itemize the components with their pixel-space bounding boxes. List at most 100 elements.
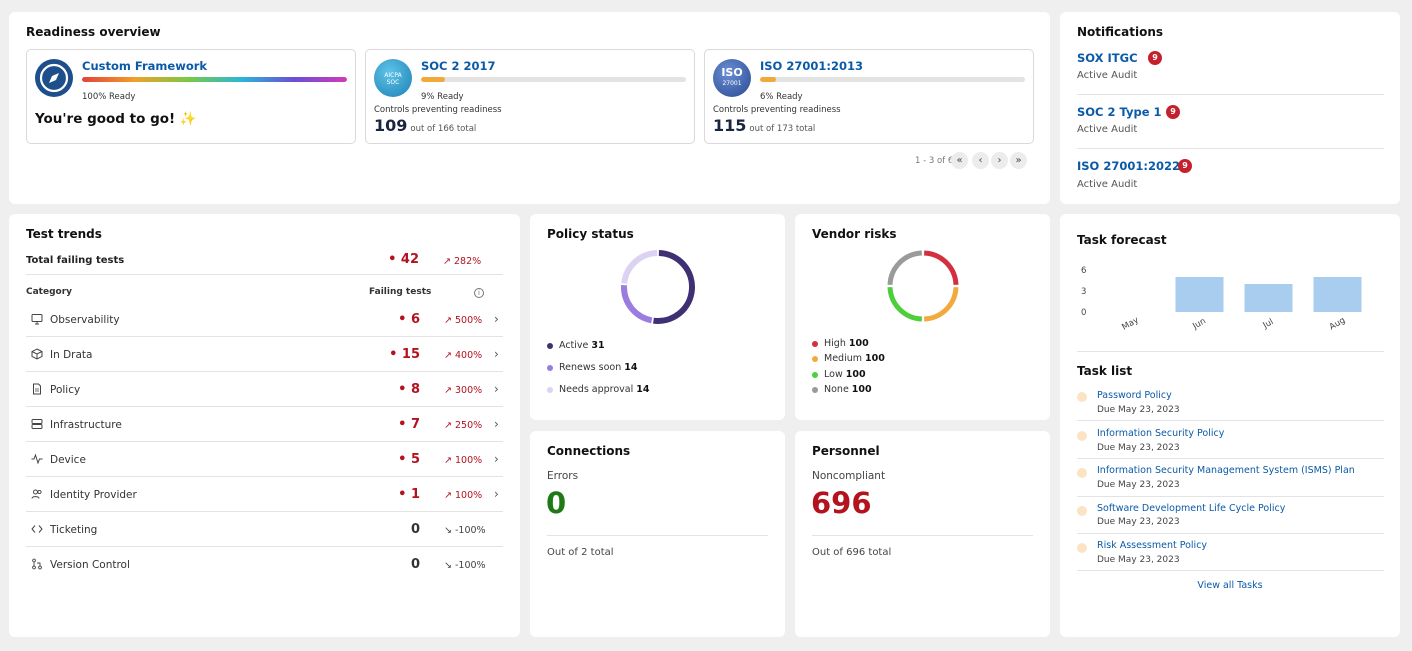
notification-title-soc2[interactable]: SOC 2 Type 1 [1077, 105, 1162, 119]
divider [26, 546, 503, 547]
legend-label: Renews soon [559, 362, 622, 373]
trend-row[interactable]: Policy • 8 ↗ 300% › [26, 372, 503, 407]
trend-row-value: • 15 [389, 347, 420, 362]
divider [1077, 420, 1384, 421]
trend-row-label: In Drata [50, 349, 93, 361]
trend-row[interactable]: Infrastructure • 7 ↗ 250% › [26, 407, 503, 442]
chevron-right-icon[interactable]: › [494, 417, 499, 431]
trend-row[interactable]: Device • 5 ↗ 100% › [26, 442, 503, 477]
notification-title-sox[interactable]: SOX ITGC [1077, 51, 1138, 65]
total-failing-pct: ↗ 282% [443, 256, 482, 267]
task-name[interactable]: Information Security Management System (… [1097, 465, 1355, 476]
framework-ready: 9% Ready [421, 92, 464, 102]
notifications-card: Notifications SOX ITGC 9 Active Audit SO… [1060, 12, 1400, 204]
divider [1077, 458, 1384, 459]
chevron-right-icon[interactable]: › [494, 382, 499, 396]
divider [26, 371, 503, 372]
x-tick-label: May [1120, 315, 1140, 332]
trend-row[interactable]: Version Control 0 ↘ -100% [26, 547, 503, 582]
framework-ready: 6% Ready [760, 92, 803, 102]
iso-logo-sub: 27001 [722, 80, 742, 87]
trend-row-pct: ↗ 100% [444, 490, 483, 501]
legend-label: Needs approval [559, 384, 634, 395]
task-name[interactable]: Information Security Policy [1097, 428, 1225, 439]
framework-card-soc2[interactable]: AICPA SOC SOC 2 2017 9% Ready Controls p… [365, 49, 695, 144]
vendor-slice-high[interactable] [923, 250, 959, 286]
legend-medium: Medium 100 [812, 353, 885, 364]
forecast-bar-jul[interactable] [1244, 284, 1293, 312]
test-trends-card: Test trends Total failing tests • 42 ↗ 2… [9, 214, 520, 637]
policy-slice-renews-soon[interactable] [621, 285, 653, 324]
document-icon [1077, 506, 1087, 516]
chevron-right-icon[interactable]: › [494, 312, 499, 326]
pager-next-button[interactable]: › [991, 152, 1008, 169]
notifications-title: Notifications [1077, 25, 1164, 39]
policy-status-card: Policy status Active 31 Renews soon 14 Nee… [530, 214, 785, 420]
notification-badge: 9 [1166, 105, 1180, 119]
framework-card-iso[interactable]: ISO 27001 ISO 27001:2013 6% Ready Contro… [704, 49, 1034, 144]
trend-row-value: • 7 [398, 417, 420, 432]
legend-dot [547, 364, 553, 371]
trend-row[interactable]: Observability • 6 ↗ 500% › [26, 302, 503, 337]
pager-prev-button[interactable]: ‹ [972, 152, 989, 169]
info-icon[interactable]: i [474, 288, 484, 298]
controls-count-value: 115 [713, 116, 747, 135]
personnel-card[interactable]: Personnel Noncompliant 696 Out of 696 to… [795, 431, 1050, 637]
controls-count: 115 out of 173 total [713, 116, 815, 135]
legend-low: Low 100 [812, 369, 866, 380]
y-tick-label: 6 [1081, 266, 1086, 276]
pager-last-button[interactable]: » [1010, 152, 1027, 169]
readiness-progress-fill [82, 77, 347, 82]
legend-dot [812, 355, 818, 362]
failing-header: Failing tests [369, 287, 432, 297]
users-icon [31, 489, 42, 499]
forecast-bar-aug[interactable] [1313, 277, 1362, 312]
task-name[interactable]: Risk Assessment Policy [1097, 540, 1208, 551]
aicpa-soc-logo: AICPA SOC [374, 59, 412, 97]
trend-row[interactable]: Identity Provider • 1 ↗ 100% › [26, 477, 503, 512]
vendor-donut-chart[interactable] [885, 248, 961, 324]
monitor-icon [31, 314, 43, 325]
trend-row[interactable]: In Drata • 15 ↗ 400% › [26, 337, 503, 372]
y-tick-label: 0 [1081, 308, 1086, 318]
divider [26, 406, 503, 407]
controls-label: Controls preventing readiness [713, 105, 841, 115]
connections-card[interactable]: Connections Errors 0 Out of 2 total [530, 431, 785, 637]
personnel-title: Personnel [812, 444, 880, 458]
task-list-title: Task list [1077, 364, 1133, 378]
notification-title-iso[interactable]: ISO 27001:2022 [1077, 159, 1180, 173]
legend-value: 14 [624, 362, 638, 373]
framework-name[interactable]: SOC 2 2017 [421, 59, 496, 73]
legend-needs-approval: Needs approval 14 [547, 384, 650, 395]
vendor-slice-low[interactable] [887, 286, 923, 322]
framework-name[interactable]: Custom Framework [82, 59, 208, 73]
document-icon [1077, 431, 1087, 441]
chevron-right-icon[interactable]: › [494, 452, 499, 466]
task-card: Task forecast 6 3 0 May Jun Jul Aug Task list… [1060, 214, 1400, 637]
task-name[interactable]: Password Policy [1097, 390, 1172, 401]
pager-first-button[interactable]: « [951, 152, 968, 169]
divider [26, 511, 503, 512]
trend-row[interactable]: Ticketing 0 ↘ -100% [26, 512, 503, 547]
trend-row-label: Observability [50, 314, 120, 326]
chevron-right-icon[interactable]: › [494, 487, 499, 501]
chevron-right-icon[interactable]: › [494, 347, 499, 361]
legend-label: Medium [824, 353, 862, 364]
legend-value: 31 [591, 340, 605, 351]
vendor-slice-medium[interactable] [923, 286, 959, 322]
vendor-slice-none[interactable] [887, 250, 923, 286]
trend-row-value: 0 [410, 557, 420, 572]
policy-slice-needs-approval[interactable] [621, 250, 658, 284]
notification-badge: 9 [1148, 51, 1162, 65]
vendor-risks-title: Vendor risks [812, 227, 897, 241]
legend-value: 100 [851, 384, 872, 395]
x-tick-label: Jul [1261, 317, 1276, 331]
framework-name[interactable]: ISO 27001:2013 [760, 59, 863, 73]
task-name[interactable]: Software Development Life Cycle Policy [1097, 503, 1286, 514]
policy-slice-active[interactable] [653, 250, 695, 324]
forecast-bar-jun[interactable] [1175, 277, 1224, 312]
framework-card-custom[interactable]: Custom Framework 100% Ready You're good … [26, 49, 356, 144]
policy-donut-chart[interactable] [619, 248, 697, 326]
view-all-tasks-link[interactable]: View all Tasks [1197, 580, 1263, 591]
document-icon [33, 383, 41, 395]
